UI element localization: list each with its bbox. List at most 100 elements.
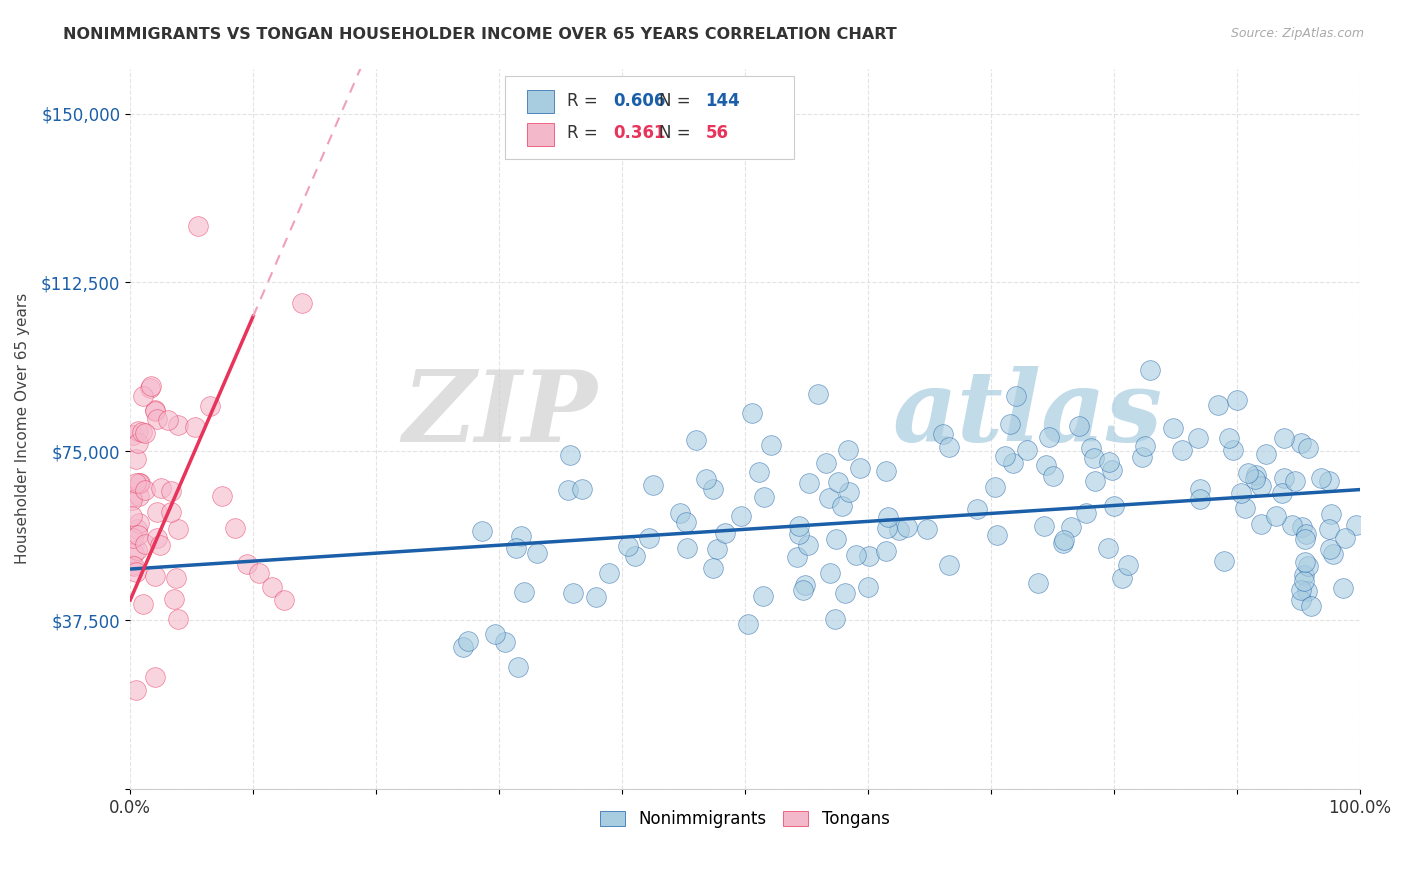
Point	[125, 476, 148, 491]
Point	[484, 626, 506, 640]
Point	[260, 580, 283, 594]
Point	[1319, 507, 1341, 521]
Point	[751, 589, 773, 603]
Point	[1296, 441, 1319, 455]
Point	[1322, 547, 1344, 561]
Point	[121, 558, 143, 572]
Point	[198, 400, 221, 414]
Point	[1301, 599, 1323, 613]
Point	[128, 489, 150, 503]
Point	[1222, 442, 1244, 457]
Point	[818, 491, 841, 505]
Point	[505, 541, 527, 556]
Point	[146, 532, 169, 546]
Point	[598, 566, 620, 580]
Point	[1272, 431, 1295, 445]
Point	[876, 509, 898, 524]
Point	[121, 508, 143, 523]
Point	[896, 520, 918, 534]
Point	[560, 448, 582, 462]
Point	[986, 528, 1008, 542]
Point	[793, 578, 815, 592]
Point	[526, 546, 548, 560]
Point	[807, 386, 830, 401]
Point	[508, 660, 530, 674]
Point	[1296, 559, 1319, 574]
Point	[167, 612, 190, 626]
Point	[702, 482, 724, 496]
Point	[1292, 568, 1315, 582]
Point	[1060, 520, 1083, 534]
Point	[754, 490, 776, 504]
Point	[1289, 436, 1312, 450]
Point	[966, 502, 988, 516]
Point	[146, 504, 169, 518]
Point	[150, 481, 173, 495]
Point	[1317, 475, 1340, 489]
Point	[838, 485, 860, 500]
Point	[1015, 442, 1038, 457]
Point	[139, 382, 162, 396]
Text: 0.606: 0.606	[613, 93, 665, 111]
Point	[1042, 469, 1064, 483]
Point	[121, 531, 143, 545]
Point	[1002, 456, 1025, 470]
Point	[1074, 506, 1097, 520]
Point	[160, 483, 183, 498]
Point	[146, 412, 169, 426]
Point	[1250, 516, 1272, 531]
Point	[1102, 500, 1125, 514]
Point	[1234, 501, 1257, 516]
Point	[1161, 421, 1184, 435]
Point	[247, 566, 270, 580]
Point	[641, 478, 664, 492]
Text: 144: 144	[706, 93, 741, 111]
Point	[1292, 574, 1315, 588]
Point	[748, 465, 770, 479]
Point	[513, 585, 536, 599]
Point	[675, 516, 697, 530]
Point	[128, 475, 150, 490]
Point	[1317, 522, 1340, 536]
Point	[876, 520, 898, 534]
Point	[792, 583, 814, 598]
Point	[1294, 532, 1316, 546]
Point	[1237, 466, 1260, 480]
Point	[1111, 571, 1133, 585]
Point	[184, 419, 207, 434]
Text: N =: N =	[659, 124, 696, 142]
Point	[1052, 536, 1074, 550]
Legend: Nonimmigrants, Tongans: Nonimmigrants, Tongans	[593, 804, 896, 835]
Point	[1101, 463, 1123, 477]
Point	[1080, 442, 1102, 456]
Point	[1213, 554, 1236, 568]
Point	[845, 548, 868, 562]
Point	[125, 683, 148, 698]
Point	[1130, 450, 1153, 464]
Point	[557, 483, 579, 497]
Point	[1097, 541, 1119, 555]
Point	[887, 524, 910, 538]
Point	[1189, 482, 1212, 496]
Point	[730, 508, 752, 523]
Point	[1230, 486, 1253, 500]
Y-axis label: Householder Income Over 65 years: Householder Income Over 65 years	[15, 293, 30, 565]
Point	[706, 542, 728, 557]
Point	[797, 538, 820, 552]
Point	[818, 566, 841, 580]
Point	[714, 526, 737, 541]
Text: R =: R =	[567, 124, 603, 142]
Point	[211, 490, 233, 504]
Point	[1026, 576, 1049, 591]
Point	[814, 456, 837, 470]
Point	[131, 425, 153, 439]
Point	[134, 425, 156, 440]
Point	[121, 492, 143, 507]
Point	[638, 531, 661, 545]
Text: N =: N =	[659, 93, 696, 111]
Point	[1291, 592, 1313, 607]
Point	[1250, 478, 1272, 492]
Point	[695, 472, 717, 486]
Point	[160, 505, 183, 519]
Point	[875, 544, 897, 558]
